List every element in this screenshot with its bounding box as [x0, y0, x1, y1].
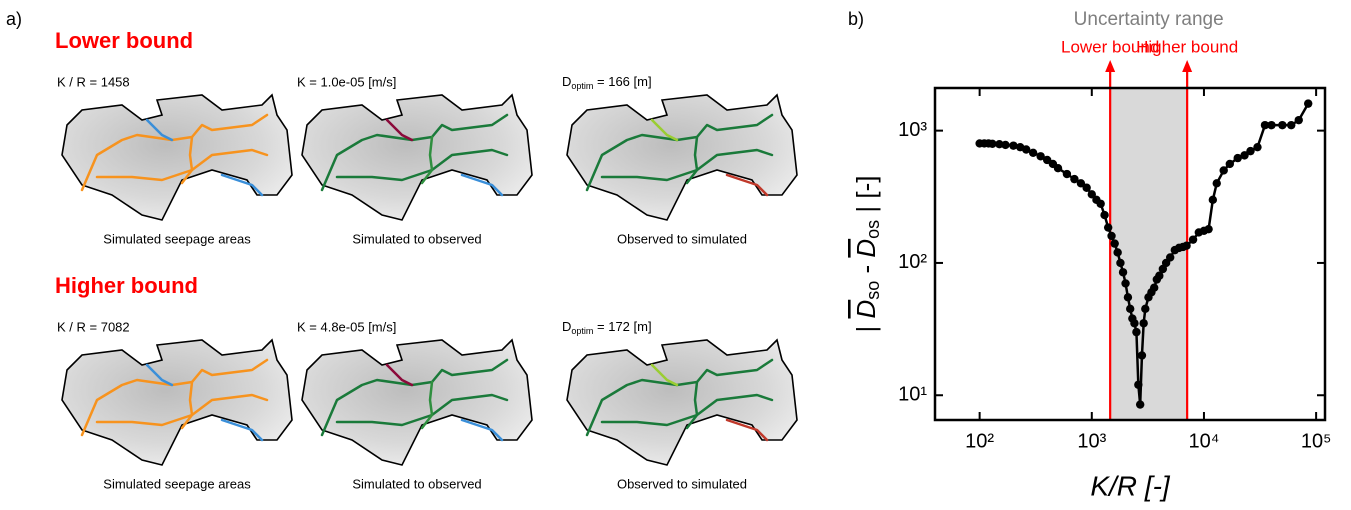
- y-axis-label-part: | [-]: [851, 176, 881, 220]
- data-point: [1063, 170, 1071, 178]
- data-point: [1139, 319, 1147, 327]
- parameter-part: D: [562, 74, 571, 89]
- data-point: [1166, 253, 1174, 261]
- x-tick-label: 10⁵: [1301, 430, 1332, 452]
- y-axis-label: | Dso - Dos | [-]: [851, 176, 883, 333]
- shade-label: Uncertainty range: [1074, 9, 1224, 30]
- data-point: [1304, 99, 1312, 107]
- data-point: [1100, 211, 1108, 219]
- data-point: [1267, 121, 1275, 129]
- y-tick-label: 10¹: [898, 384, 927, 406]
- data-point: [1287, 121, 1295, 129]
- map: [302, 95, 532, 220]
- parameter-part: = 166 [m]: [593, 74, 651, 89]
- data-point: [1295, 116, 1303, 124]
- data-point: [1001, 141, 1009, 149]
- parameter: K = 4.8e-05 [m/s]: [297, 319, 396, 334]
- panel-label: b): [848, 9, 864, 29]
- data-point: [1124, 293, 1132, 301]
- data-point: [1119, 268, 1127, 276]
- panel-label: a): [6, 9, 22, 29]
- data-point: [1110, 239, 1118, 247]
- parameter-sub: optim: [571, 326, 593, 336]
- map-rows: Lower bound K / R = 1458 Simulated seepage…: [55, 28, 797, 492]
- data-point: [1226, 160, 1234, 168]
- data-point: [1132, 328, 1140, 336]
- data-point: [1029, 149, 1037, 157]
- y-axis-label-part: D: [851, 300, 881, 319]
- data-point: [1116, 259, 1124, 267]
- data-point: [1136, 400, 1144, 408]
- x-tick-label: 10⁴: [1189, 430, 1220, 452]
- x-tick-label: 10³: [1077, 430, 1106, 452]
- map: [302, 340, 532, 465]
- data-point: [1096, 200, 1104, 208]
- row-title: Lower bound: [55, 28, 193, 53]
- parameter: K / R = 1458: [57, 74, 130, 89]
- bound-arrow: [1105, 60, 1115, 72]
- parameter-sub: optim: [571, 81, 593, 91]
- data-point: [1107, 232, 1115, 240]
- data-point: [1189, 235, 1197, 243]
- parameter: Doptim = 172 [m]: [562, 319, 652, 336]
- map-caption: Observed to simulated: [617, 231, 747, 246]
- parameter: K = 1.0e-05 [m/s]: [297, 74, 396, 89]
- y-axis-label-part: D: [851, 239, 881, 258]
- map: [567, 340, 797, 465]
- data-point: [1141, 305, 1149, 313]
- data-point: [1130, 319, 1138, 327]
- data-point: [1126, 305, 1134, 313]
- data-point: [1213, 179, 1221, 187]
- map-caption: Simulated seepage areas: [103, 476, 251, 491]
- data-point: [1182, 241, 1190, 249]
- y-tick-label: 10²: [898, 251, 927, 273]
- data-point: [1278, 121, 1286, 129]
- y-axis-label-part: so: [863, 281, 883, 300]
- map-caption: Simulated to observed: [352, 231, 481, 246]
- data-point: [1121, 279, 1129, 287]
- parameter: Doptim = 166 [m]: [562, 74, 652, 91]
- data-point: [1138, 351, 1146, 359]
- map: [567, 95, 797, 220]
- bound-arrow: [1182, 60, 1192, 72]
- data-point: [1134, 381, 1142, 389]
- figure: a) Lower bound K / R = 1458 Simulated seep…: [0, 0, 1351, 510]
- data-point: [1209, 196, 1217, 204]
- data-point: [1253, 143, 1261, 151]
- panel-a: a) Lower bound K / R = 1458 Simulated seep…: [6, 9, 797, 492]
- y-axis-label-part: |: [851, 319, 881, 333]
- parameter-part: D: [562, 319, 571, 334]
- data-point: [1204, 225, 1212, 233]
- parameter: K / R = 7082: [57, 319, 130, 334]
- data-point: [1113, 248, 1121, 256]
- data-point: [1104, 223, 1112, 231]
- bound-label: Higher bound: [1136, 37, 1238, 56]
- map-caption: Observed to simulated: [617, 476, 747, 491]
- y-axis-label-part: -: [851, 258, 881, 281]
- y-axis-label-part: os: [863, 220, 883, 239]
- y-tick-label: 10³: [898, 119, 927, 141]
- data-point: [1082, 184, 1090, 192]
- x-axis-label: K/R [-]: [1090, 470, 1171, 501]
- row-title: Higher bound: [55, 273, 198, 298]
- x-tick-label: 10²: [965, 430, 994, 452]
- data-point: [1220, 166, 1228, 174]
- map-caption: Simulated seepage areas: [103, 231, 251, 246]
- parameter-part: = 172 [m]: [593, 319, 651, 334]
- map: [62, 95, 292, 220]
- map: [62, 340, 292, 465]
- data-point: [1054, 164, 1062, 172]
- data-point: [1150, 283, 1158, 291]
- map-caption: Simulated to observed: [352, 476, 481, 491]
